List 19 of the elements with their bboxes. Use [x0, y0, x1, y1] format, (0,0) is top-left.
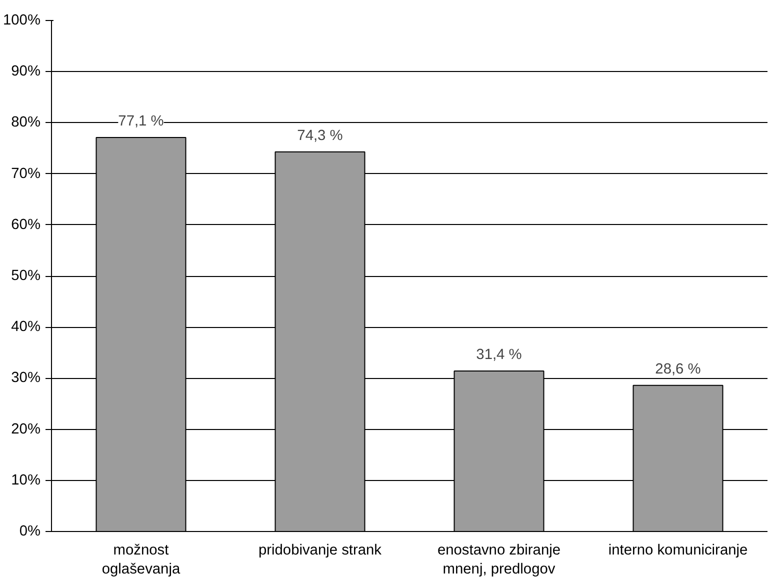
data-label: 28,6 %	[655, 361, 701, 378]
x-tick-label: pridobivanje strank	[258, 542, 382, 558]
y-tick-label: 30%	[11, 370, 41, 386]
y-tick-label: 60%	[11, 216, 41, 233]
y-tick-label: 50%	[11, 268, 41, 284]
y-tick-label: 40%	[11, 319, 41, 336]
y-tick-label: 0%	[19, 524, 41, 540]
data-label: 74,3 %	[297, 128, 343, 144]
x-tick-label: možnost oglaševanja	[102, 542, 181, 578]
data-label: 77,1 %	[118, 114, 164, 130]
y-tick-label: 10%	[11, 472, 41, 488]
y-tick-label: 80%	[11, 114, 41, 131]
y-tick-label: 100%	[3, 12, 41, 28]
data-label: 31,4 %	[476, 347, 522, 364]
x-tick-label: enostavno zbiranje mnenj, predlogov	[437, 542, 561, 578]
y-tick-label: 70%	[11, 166, 41, 182]
x-tick-label: interno komuniciranje	[608, 542, 748, 558]
y-tick-label: 20%	[11, 421, 41, 438]
y-tick-label: 90%	[11, 64, 41, 80]
